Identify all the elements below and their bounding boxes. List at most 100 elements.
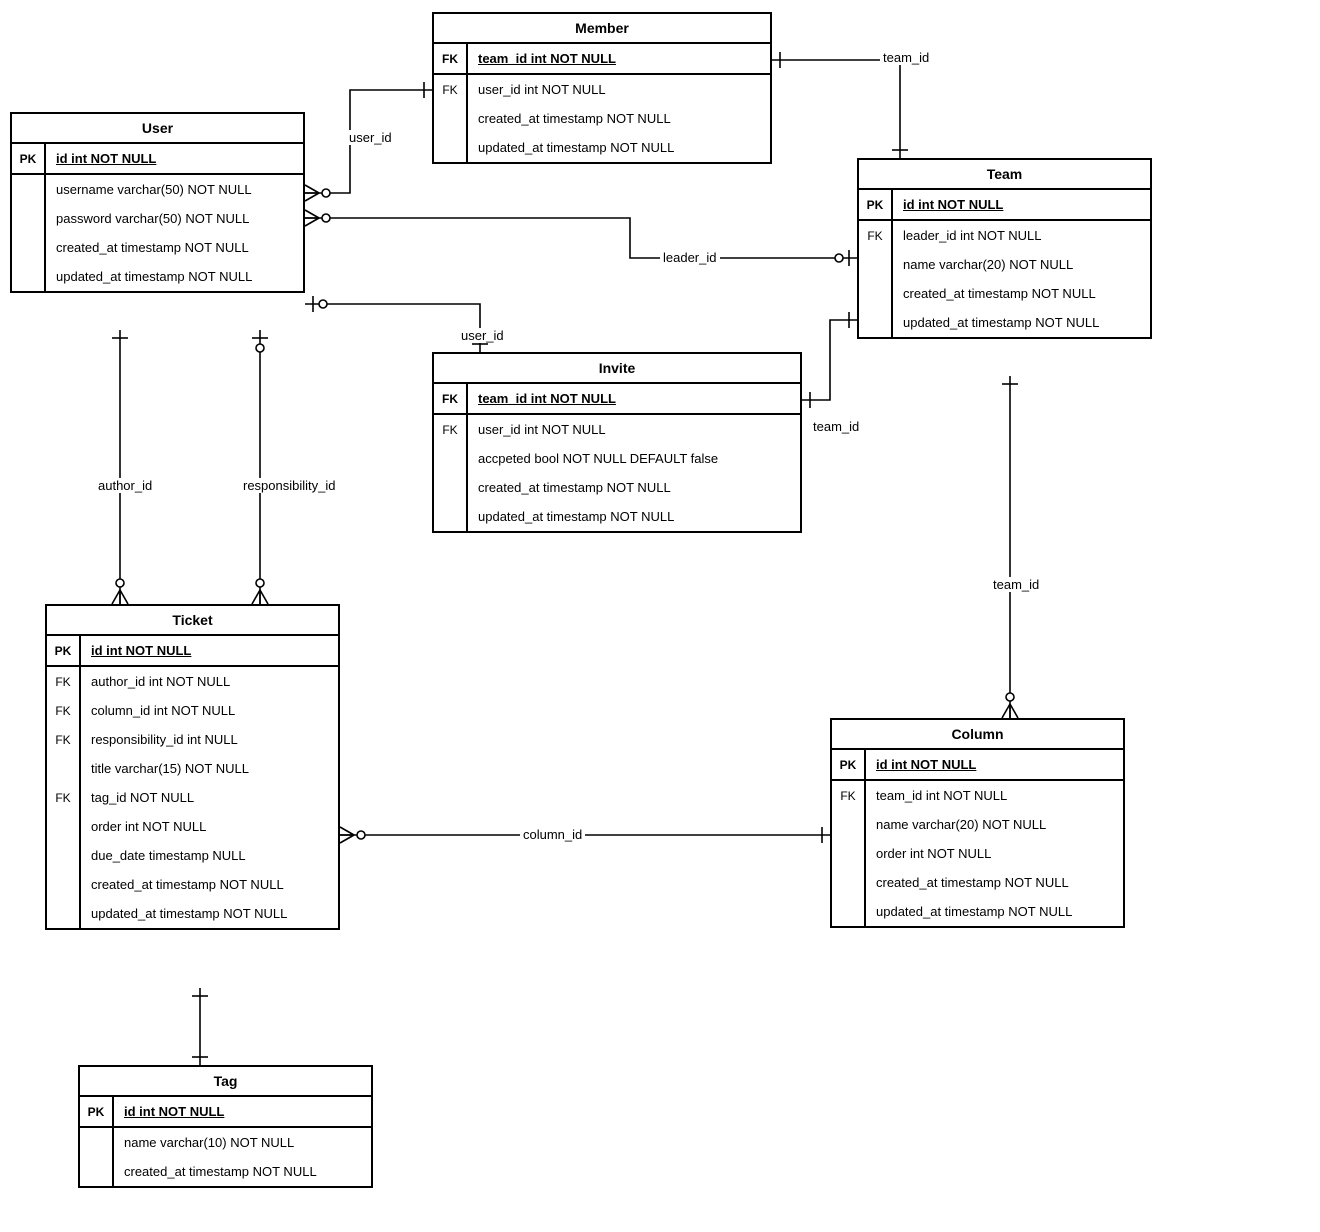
value-cell: created_at timestamp NOT NULL [468, 473, 800, 502]
entity-row: name varchar(20) NOT NULL [832, 810, 1123, 839]
edge-label: user_id [458, 328, 507, 343]
entity-ticket: Ticket PKid int NOT NULLFKauthor_id int … [45, 604, 340, 930]
entity-row: updated_at timestamp NOT NULL [434, 133, 770, 162]
key-cell [47, 812, 81, 841]
key-cell [12, 262, 46, 291]
entity-row: order int NOT NULL [832, 839, 1123, 868]
edge-label: author_id [95, 478, 155, 493]
key-cell [47, 870, 81, 899]
key-cell [859, 279, 893, 308]
entity-invite: Invite FKteam_id int NOT NULLFKuser_id i… [432, 352, 802, 533]
key-cell [12, 204, 46, 233]
entity-rows: PKid int NOT NULLFKleader_id int NOT NUL… [859, 190, 1150, 337]
entity-row: FKuser_id int NOT NULL [434, 415, 800, 444]
key-cell [80, 1157, 114, 1186]
edge-label: team_id [880, 50, 932, 65]
entity-column: Column PKid int NOT NULLFKteam_id int NO… [830, 718, 1125, 928]
entity-row: PKid int NOT NULL [859, 190, 1150, 221]
entity-row: FKteam_id int NOT NULL [434, 44, 770, 75]
edge-label: responsibility_id [240, 478, 339, 493]
edge-label: team_id [810, 419, 862, 434]
value-cell: updated_at timestamp NOT NULL [468, 502, 800, 531]
key-cell [832, 897, 866, 926]
entity-row: created_at timestamp NOT NULL [12, 233, 303, 262]
entity-row: FKcolumn_id int NOT NULL [47, 696, 338, 725]
key-cell: PK [80, 1097, 114, 1126]
entity-row: FKtag_id NOT NULL [47, 783, 338, 812]
key-cell [434, 444, 468, 473]
key-cell: FK [434, 75, 468, 104]
value-cell: created_at timestamp NOT NULL [468, 104, 770, 133]
value-cell: tag_id NOT NULL [81, 783, 338, 812]
key-cell: FK [47, 667, 81, 696]
entity-row: created_at timestamp NOT NULL [80, 1157, 371, 1186]
entity-row: name varchar(20) NOT NULL [859, 250, 1150, 279]
entity-rows: FKteam_id int NOT NULLFKuser_id int NOT … [434, 44, 770, 162]
entity-title: Tag [80, 1067, 371, 1097]
entity-row: updated_at timestamp NOT NULL [47, 899, 338, 928]
key-cell [434, 104, 468, 133]
value-cell: name varchar(10) NOT NULL [114, 1128, 371, 1157]
entity-row: updated_at timestamp NOT NULL [12, 262, 303, 291]
value-cell: updated_at timestamp NOT NULL [468, 133, 770, 162]
key-cell [47, 841, 81, 870]
entity-row: FKteam_id int NOT NULL [832, 781, 1123, 810]
entity-row: title varchar(15) NOT NULL [47, 754, 338, 783]
value-cell: accpeted bool NOT NULL DEFAULT false [468, 444, 800, 473]
value-cell: leader_id int NOT NULL [893, 221, 1150, 250]
value-cell: created_at timestamp NOT NULL [893, 279, 1150, 308]
entity-row: PKid int NOT NULL [80, 1097, 371, 1128]
entity-row: created_at timestamp NOT NULL [47, 870, 338, 899]
value-cell: created_at timestamp NOT NULL [114, 1157, 371, 1186]
value-cell: team_id int NOT NULL [468, 384, 800, 413]
value-cell: id int NOT NULL [114, 1097, 371, 1126]
entity-row: name varchar(10) NOT NULL [80, 1128, 371, 1157]
entity-row: updated_at timestamp NOT NULL [832, 897, 1123, 926]
edge-label: leader_id [660, 250, 720, 265]
value-cell: due_date timestamp NULL [81, 841, 338, 870]
entity-title: Team [859, 160, 1150, 190]
entity-row: PKid int NOT NULL [47, 636, 338, 667]
key-cell: FK [859, 221, 893, 250]
value-cell: name varchar(20) NOT NULL [893, 250, 1150, 279]
entity-row: created_at timestamp NOT NULL [434, 104, 770, 133]
entity-row: FKresponsibility_id int NULL [47, 725, 338, 754]
key-cell: FK [47, 725, 81, 754]
key-cell: FK [434, 415, 468, 444]
value-cell: password varchar(50) NOT NULL [46, 204, 303, 233]
edge-label: column_id [520, 827, 585, 842]
entity-row: password varchar(50) NOT NULL [12, 204, 303, 233]
key-cell: FK [434, 44, 468, 73]
entity-row: PKid int NOT NULL [12, 144, 303, 175]
entity-title: Invite [434, 354, 800, 384]
entity-row: FKauthor_id int NOT NULL [47, 667, 338, 696]
key-cell: FK [832, 781, 866, 810]
key-cell: PK [47, 636, 81, 665]
entity-member: Member FKteam_id int NOT NULLFKuser_id i… [432, 12, 772, 164]
value-cell: responsibility_id int NULL [81, 725, 338, 754]
entity-row: due_date timestamp NULL [47, 841, 338, 870]
value-cell: updated_at timestamp NOT NULL [81, 899, 338, 928]
value-cell: created_at timestamp NOT NULL [866, 868, 1123, 897]
value-cell: order int NOT NULL [81, 812, 338, 841]
entity-user: User PKid int NOT NULLusername varchar(5… [10, 112, 305, 293]
entity-row: FKuser_id int NOT NULL [434, 75, 770, 104]
entity-rows: PKid int NOT NULLFKauthor_id int NOT NUL… [47, 636, 338, 928]
key-cell [12, 175, 46, 204]
key-cell [832, 839, 866, 868]
key-cell [859, 308, 893, 337]
value-cell: updated_at timestamp NOT NULL [893, 308, 1150, 337]
key-cell: FK [47, 696, 81, 725]
entity-title: Column [832, 720, 1123, 750]
key-cell [832, 810, 866, 839]
entity-row: username varchar(50) NOT NULL [12, 175, 303, 204]
entity-row: FKleader_id int NOT NULL [859, 221, 1150, 250]
key-cell: PK [12, 144, 46, 173]
entity-rows: PKid int NOT NULLusername varchar(50) NO… [12, 144, 303, 291]
entity-row: created_at timestamp NOT NULL [434, 473, 800, 502]
key-cell [434, 133, 468, 162]
value-cell: id int NOT NULL [81, 636, 338, 665]
entity-row: updated_at timestamp NOT NULL [434, 502, 800, 531]
value-cell: id int NOT NULL [866, 750, 1123, 779]
value-cell: team_id int NOT NULL [468, 44, 770, 73]
